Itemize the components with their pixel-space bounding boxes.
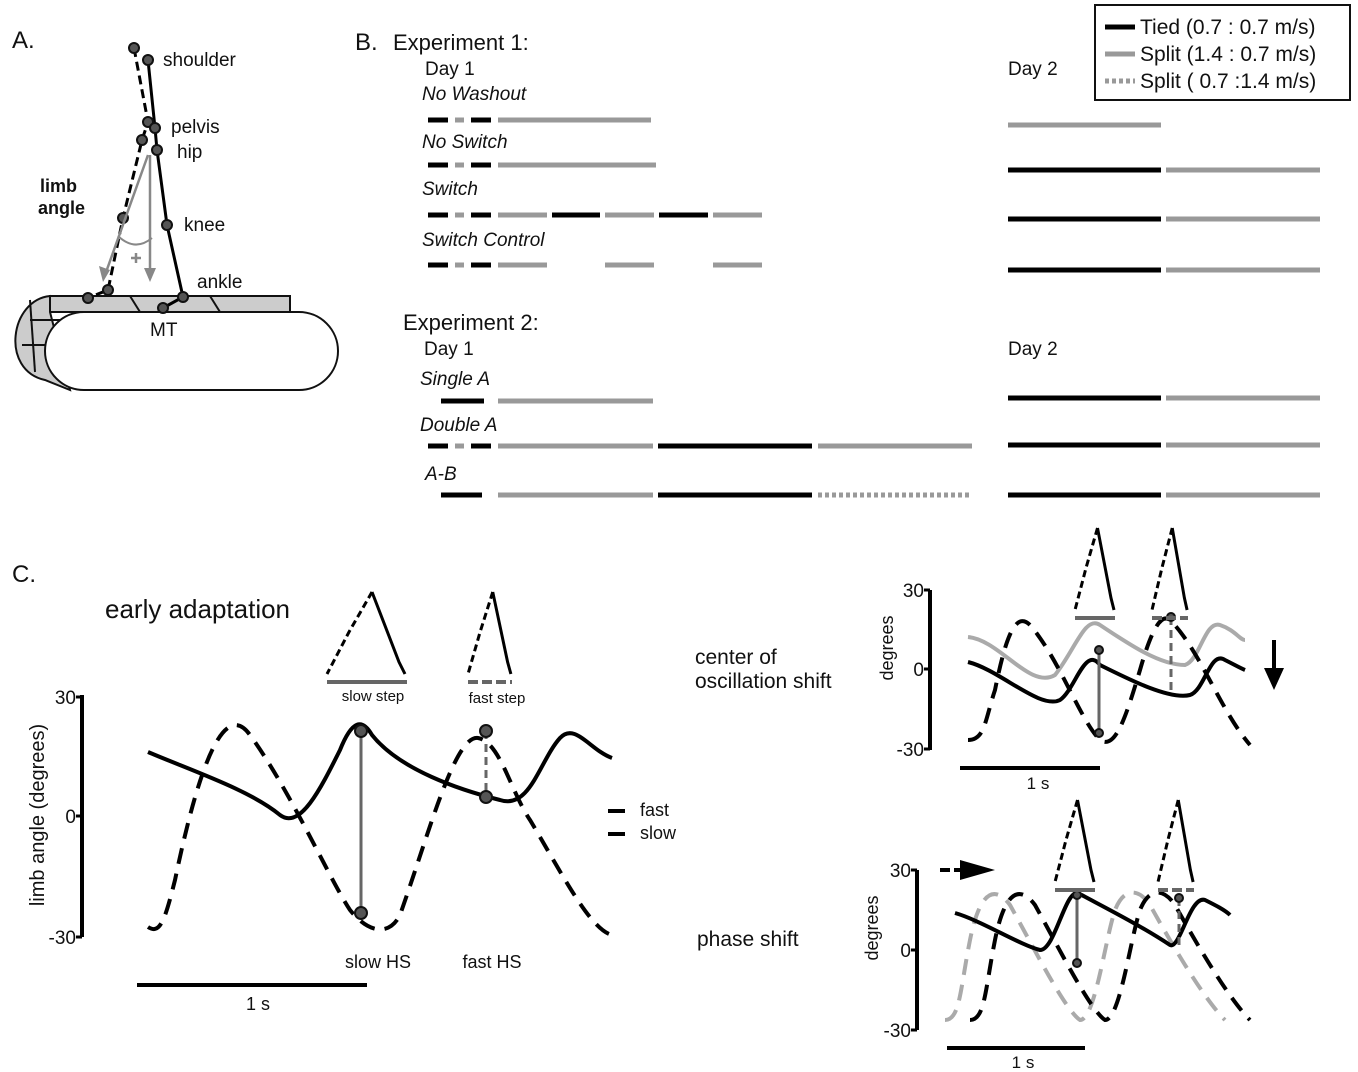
day-label: Day 2 — [1008, 339, 1058, 360]
joint-dot — [158, 303, 168, 313]
joint-dot — [355, 725, 367, 737]
joint-label: hip — [177, 142, 202, 163]
joint-dot — [150, 123, 160, 133]
group-label: Double A — [420, 415, 497, 436]
joint-label: pelvis — [171, 117, 220, 138]
joint-dot — [480, 791, 492, 803]
y-tick-label: 30 — [55, 688, 76, 709]
arrow-head — [1264, 668, 1284, 690]
joint-label: ankle — [197, 272, 242, 293]
treadmill-belt — [45, 312, 338, 390]
legend-label: Split (1.4 : 0.7 m/s) — [1140, 43, 1316, 66]
joint-dot — [162, 220, 172, 230]
panel-label: A. — [12, 27, 35, 54]
joint-dot — [178, 292, 188, 302]
y-tick-label: 30 — [890, 861, 911, 882]
stick-solid — [493, 592, 511, 674]
joint-dot — [103, 285, 113, 295]
stick-dashed — [1158, 800, 1178, 882]
curve-slow — [968, 658, 1245, 701]
joint-label: knee — [184, 215, 225, 236]
legend-label: Tied (0.7 : 0.7 m/s) — [1140, 16, 1315, 39]
legend-label: slow — [640, 823, 677, 843]
joint-dot — [137, 135, 147, 145]
y-tick-label: 0 — [65, 807, 76, 828]
joint-dot — [1095, 729, 1103, 737]
arrow-head — [144, 268, 156, 282]
y-tick-label: -30 — [884, 1021, 911, 1042]
joint-dot — [129, 43, 139, 53]
stick-dashed — [327, 592, 372, 674]
scale-label: 1 s — [1027, 774, 1050, 793]
y-tick-label: -30 — [897, 740, 924, 761]
panel-label: C. — [12, 561, 36, 588]
plot-title: oscillation shift — [695, 670, 832, 693]
joint-dot — [143, 55, 153, 65]
limb-angle-label: angle — [38, 198, 85, 218]
legend-label: fast — [640, 800, 669, 820]
joint-label: shoulder — [163, 50, 237, 71]
event-label: fast HS — [462, 952, 521, 972]
limb-angle-arrow — [105, 155, 148, 275]
group-label: A-B — [424, 464, 457, 485]
stick-dashed — [1055, 800, 1078, 882]
y-axis-label: limb angle (degrees) — [27, 724, 49, 906]
stick-solid — [1178, 800, 1193, 882]
day-label: Day 1 — [424, 339, 474, 360]
experiment-title: Experiment 2: — [403, 310, 539, 335]
y-tick-label: -30 — [49, 928, 76, 949]
group-label: No Switch — [422, 132, 508, 153]
joint-dot — [480, 725, 492, 737]
experiment-title: Experiment 1: — [393, 30, 529, 55]
plot-title: phase shift — [697, 928, 799, 951]
event-label: slow HS — [345, 952, 411, 972]
joint-label: MT — [150, 320, 178, 341]
day-label: Day 1 — [425, 59, 475, 80]
stick-solid — [372, 592, 405, 674]
y-tick-label: 0 — [913, 660, 924, 681]
joint-dot — [83, 293, 93, 303]
joint-dot — [1073, 891, 1081, 899]
arrow-head — [960, 860, 995, 880]
plot-title: center of — [695, 646, 777, 669]
scale-label: 1 s — [246, 994, 270, 1014]
curve-fast — [148, 725, 612, 935]
joint-dot — [355, 907, 367, 919]
step-label: slow step — [342, 688, 405, 705]
stick-dashed — [1152, 528, 1172, 610]
day-label: Day 2 — [1008, 59, 1058, 80]
limb-angle-label: limb — [40, 176, 77, 196]
group-label: Switch — [422, 179, 478, 200]
y-axis-label: degrees — [877, 615, 897, 680]
scale-label: 1 s — [1012, 1053, 1035, 1072]
step-label: fast step — [469, 690, 526, 707]
panel-label: B. — [355, 29, 378, 56]
figure: A. shoulder pelvis hip knee ankle MT limbangle B… — [0, 0, 1358, 1072]
stick-solid — [1098, 528, 1115, 610]
group-label: Single A — [420, 369, 490, 390]
y-axis-label: degrees — [862, 895, 882, 960]
joint-dot — [1175, 894, 1183, 902]
group-label: Switch Control — [422, 230, 545, 251]
y-tick-label: 0 — [900, 941, 911, 962]
group-label: No Washout — [422, 84, 527, 105]
stick-dashed — [1075, 528, 1098, 610]
legend-label: Split ( 0.7 :1.4 m/s) — [1140, 70, 1316, 93]
stick-solid — [1172, 528, 1187, 610]
leg-fast — [88, 48, 148, 298]
angle-arc — [118, 236, 152, 245]
joint-dot — [152, 145, 162, 155]
joint-dot — [1095, 646, 1103, 654]
plot-title: early adaptation — [105, 594, 290, 624]
stick-dashed — [468, 592, 493, 674]
stick-solid — [1078, 800, 1095, 882]
joint-dot — [1073, 959, 1081, 967]
curve-fast-before — [945, 893, 1225, 1021]
y-tick-label: 30 — [903, 581, 924, 602]
